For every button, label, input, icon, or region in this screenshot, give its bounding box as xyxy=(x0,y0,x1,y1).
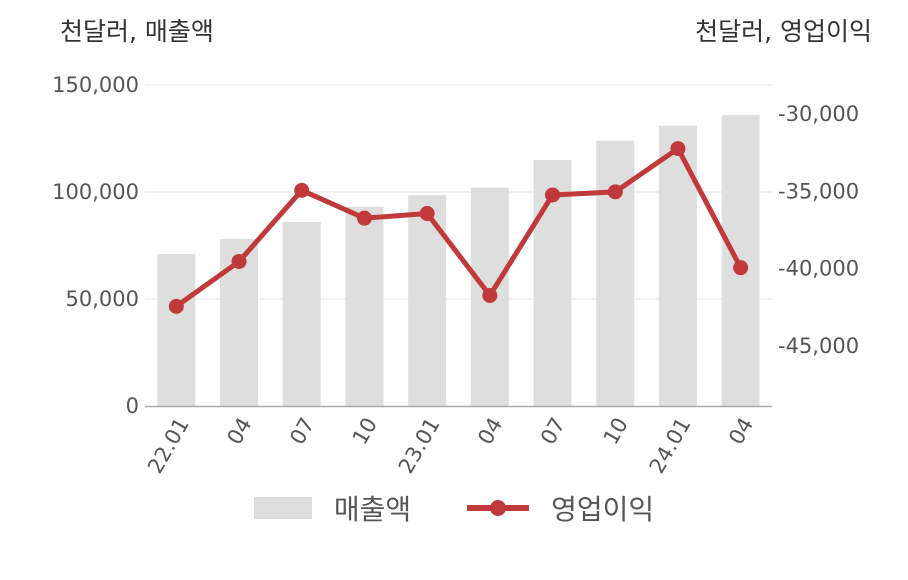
x-tick-label: 07 xyxy=(285,414,319,449)
x-tick-label: 04 xyxy=(473,413,507,448)
operating-profit-point[interactable] xyxy=(231,253,247,269)
combo-chart: 0 50,000 100,000 150,000 -30,000 -35,000 -40,… xyxy=(52,73,859,478)
legend-item-revenue[interactable]: 매출액 xyxy=(253,488,412,528)
x-tick-label: 24.01 xyxy=(645,414,696,478)
operating-profit-point[interactable] xyxy=(607,184,623,200)
revenue-bar[interactable] xyxy=(282,221,321,406)
legend-line-swatch xyxy=(467,497,530,519)
x-tick-label: 23.01 xyxy=(394,414,445,478)
line-series xyxy=(174,146,743,309)
right-tick-label: -35,000 xyxy=(778,179,859,203)
operating-profit-point[interactable] xyxy=(545,187,561,203)
x-tick-label: 10 xyxy=(348,414,382,449)
operating-profit-point[interactable] xyxy=(419,206,435,222)
legend-item-operating-profit[interactable]: 영업이익 xyxy=(467,488,654,528)
left-tick-label: 0 xyxy=(126,394,139,418)
operating-profit-line xyxy=(174,146,743,309)
bar-series xyxy=(157,114,760,407)
legend-label-revenue: 매출액 xyxy=(333,493,412,526)
x-tick-label: 07 xyxy=(536,414,570,449)
legend-bar-swatch xyxy=(253,497,312,519)
left-tick-label: 150,000 xyxy=(52,73,139,97)
revenue-bar[interactable] xyxy=(658,125,697,406)
left-tick-label: 100,000 xyxy=(52,180,139,204)
revenue-bar[interactable] xyxy=(345,206,384,406)
left-axis-unit: 천달러, 매출액 xyxy=(60,17,214,46)
right-axis-unit: 천달러, 영업이익 xyxy=(695,17,872,46)
operating-profit-point[interactable] xyxy=(294,182,310,198)
legend: 매출액 영업이익 xyxy=(0,488,908,528)
left-tick-label: 50,000 xyxy=(66,287,139,311)
revenue-bar[interactable] xyxy=(157,254,196,406)
operating-profit-point[interactable] xyxy=(733,260,749,276)
right-tick-label: -45,000 xyxy=(778,334,859,358)
operating-profit-point[interactable] xyxy=(356,210,372,226)
right-tick-label: -30,000 xyxy=(778,102,859,126)
x-tick-label: 10 xyxy=(599,414,633,449)
legend-label-operating-profit: 영업이익 xyxy=(551,493,655,526)
x-tick-label: 04 xyxy=(222,414,256,449)
operating-profit-point[interactable] xyxy=(670,141,686,157)
operating-profit-point[interactable] xyxy=(482,288,498,304)
x-tick-label: 04 xyxy=(724,414,758,449)
right-tick-label: -40,000 xyxy=(778,257,859,281)
left-tick-labels: 0 50,000 100,000 150,000 xyxy=(52,73,139,418)
line-points xyxy=(168,141,749,314)
x-tick-labels: 22.01 04 07 10 23.01 04 07 10 24.01 04 xyxy=(143,413,758,477)
right-tick-labels: -30,000 -35,000 -40,000 -45,000 xyxy=(778,102,859,358)
x-tick-label: 22.01 xyxy=(143,414,194,478)
operating-profit-point[interactable] xyxy=(168,298,184,314)
